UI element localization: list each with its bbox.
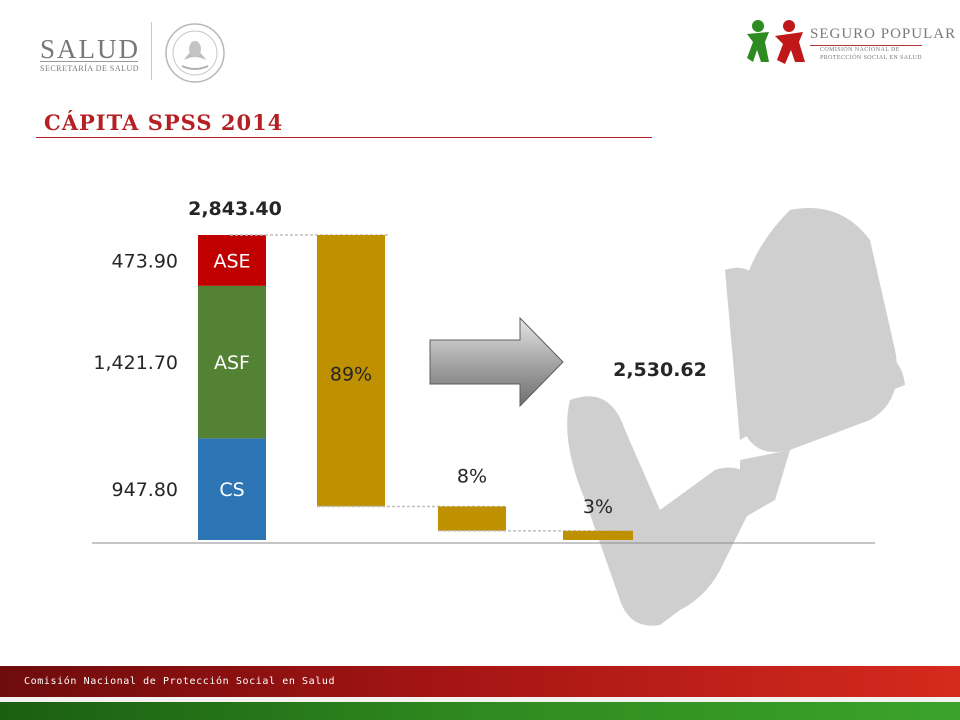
waterfall-bar-1 [317,235,385,507]
waterfall-label-1: 89% [330,364,372,386]
footer-green-band [0,702,960,720]
seguro-popular-people-icon [747,20,805,64]
segment-label-asf: ASF [214,352,250,374]
salud-logo-subtitle: SECRETARÍA DE SALUD [40,64,140,73]
salud-logo-rule [40,61,138,62]
seguro-popular-rule [810,45,922,46]
waterfall-bar-3 [563,530,633,540]
value-label-ase: 473.90 [112,250,178,272]
seguro-popular-subtitle-line1: COMISIÓN NACIONAL DE [820,47,900,53]
value-label-cs: 947.80 [112,479,178,501]
waterfall-label-3: 3% [583,496,613,518]
seguro-popular-title: SEGURO POPULAR [810,26,957,42]
bar-segment-asf [198,285,266,439]
page-title: CÁPITA SPSS 2014 [44,110,284,135]
bar-segment-ase [198,235,266,286]
waterfall-bar-2 [438,506,506,531]
footer-band [0,666,960,697]
footer-text: Comisión Nacional de Protección Social e… [24,676,336,687]
decorative-figure-icon [567,208,905,626]
total-label: 2,843.40 [188,198,282,220]
logo-divider [151,22,152,80]
salud-logo-word: SALUD [40,34,141,64]
value-label-asf: 1,421.70 [93,352,178,374]
title-underline [36,137,652,138]
segment-label-ase: ASE [213,250,250,272]
bar-segment-cs [198,438,266,540]
seguro-popular-subtitle-line2: PROTECCIÓN SOCIAL EN SALUD [820,55,923,61]
footer-separator [0,697,960,702]
mexico-seal-icon [165,23,225,83]
result-label: 2,530.62 [613,359,707,381]
right-arrow-icon [429,316,564,408]
waterfall-label-2: 8% [457,465,487,487]
segment-label-cs: CS [219,479,244,501]
